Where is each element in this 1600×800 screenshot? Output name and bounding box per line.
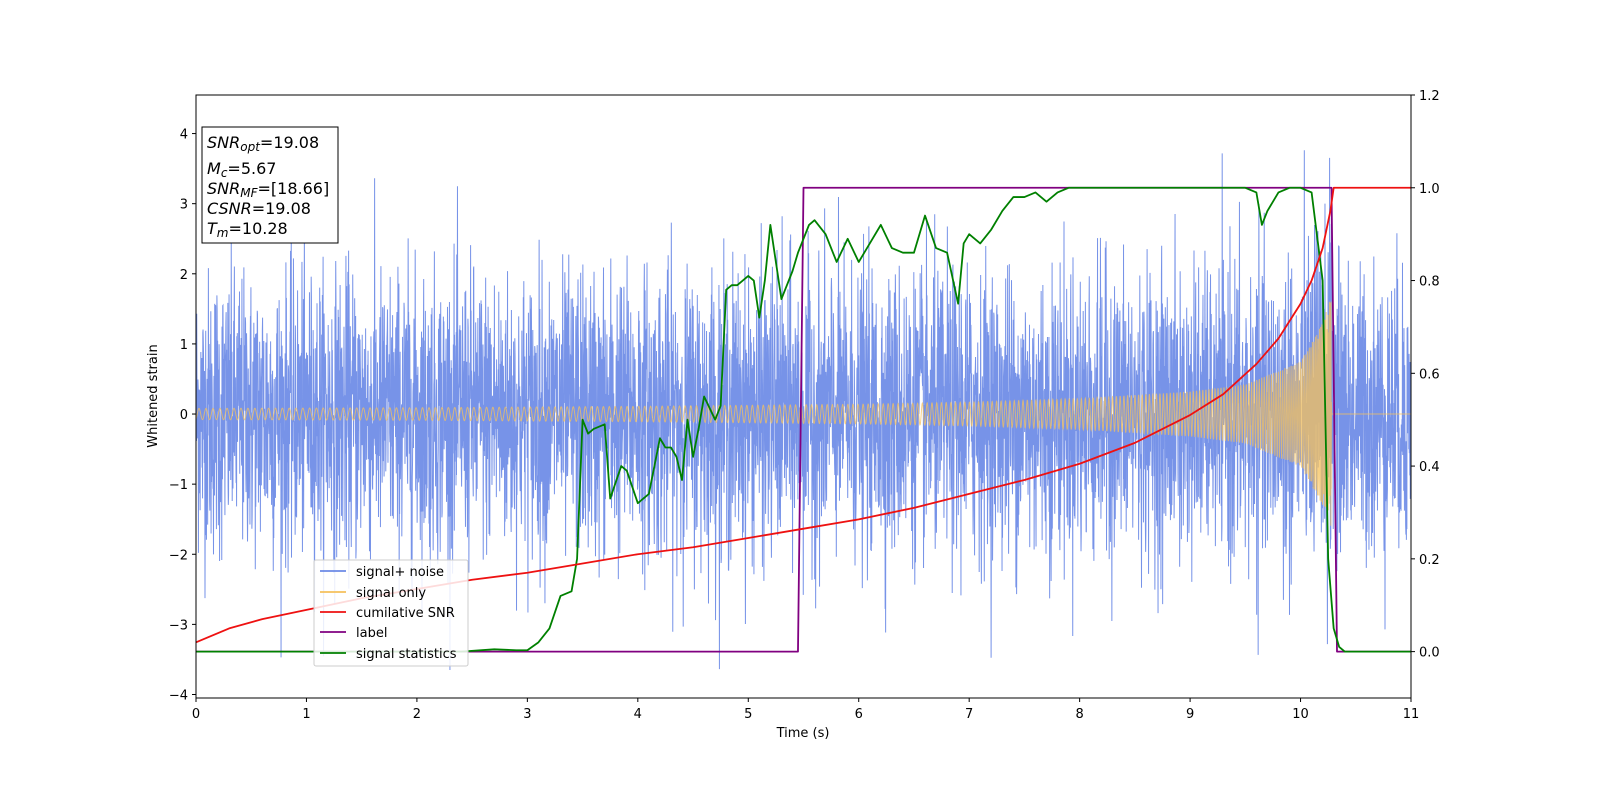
y-axis-label: Whitened strain (146, 344, 161, 447)
legend-frame (313, 559, 469, 667)
x-tick-label: 5 (744, 707, 752, 722)
axes-frame (195, 94, 1412, 699)
x-tick-label: 7 (965, 707, 973, 722)
y-right-tick-label: 0.0 (1419, 646, 1440, 661)
y-left-tick-label: 0 (180, 408, 188, 423)
x-axis-label: Time (s) (776, 726, 830, 741)
x-tick-label: 1 (302, 707, 310, 722)
info-mc: Mc=5.67 (207, 159, 276, 180)
signal-only-line (196, 301, 1411, 526)
y-left-tick-label: −3 (169, 618, 188, 633)
y-left-tick-label: 4 (180, 128, 188, 143)
x-tick-label: 6 (855, 707, 863, 722)
y-left-tick-label: −4 (169, 688, 188, 703)
y-right-tick-label: 0.6 (1419, 367, 1440, 382)
x-tick-label: 8 (1075, 707, 1083, 722)
legend-label-signal-noise: signal+ noise (356, 565, 444, 580)
info-snr-opt: SNRopt=19.08 (207, 133, 319, 154)
info-box-frame (201, 126, 339, 244)
info-snr-mf: SNRMF=[18.66] (207, 179, 329, 200)
x-tick-label: 11 (1403, 707, 1420, 722)
legend-label-cumulative-snr: cumilative SNR (356, 606, 455, 621)
y-right-tick-label: 0.2 (1419, 553, 1440, 568)
x-tick-label: 2 (413, 707, 421, 722)
y-axis-right-ticks: 0.0 0.2 0.4 0.6 0.8 1.0 1.2 (1411, 89, 1440, 661)
y-right-tick-label: 0.4 (1419, 460, 1440, 475)
y-left-tick-label: −1 (169, 478, 188, 493)
signal-plus-noise-line (196, 150, 1411, 670)
y-axis-left-ticks: −4 −3 −2 −1 0 1 2 3 4 (169, 128, 196, 703)
legend-label-signal-statistics: signal statistics (356, 647, 457, 662)
plot-area (196, 150, 1411, 670)
signal-only-series (196, 301, 1411, 526)
y-left-tick-label: −2 (169, 548, 188, 563)
y-right-tick-label: 1.0 (1419, 182, 1440, 197)
x-tick-label: 9 (1186, 707, 1194, 722)
y-right-tick-label: 1.2 (1419, 89, 1440, 104)
x-tick-label: 10 (1292, 707, 1309, 722)
x-tick-label: 0 (192, 707, 200, 722)
x-tick-label: 3 (523, 707, 531, 722)
legend-label-signal-only: signal only (356, 586, 426, 601)
y-right-tick-label: 0.8 (1419, 275, 1440, 290)
signal-plus-noise-series (196, 150, 1411, 670)
legend: signal+ noise signal only cumilative SNR… (313, 559, 469, 667)
signal-statistics-line (196, 186, 1411, 653)
y-left-tick-label: 1 (180, 338, 188, 353)
x-tick-label: 4 (634, 707, 642, 722)
x-axis-ticks: 0 1 2 3 4 5 6 7 8 9 10 11 (192, 698, 1419, 722)
y-left-tick-label: 2 (180, 268, 188, 283)
info-tm: Tm=10.28 (207, 219, 288, 240)
y-left-tick-label: 3 (180, 198, 188, 213)
info-csnr: CSNR=19.08 (207, 199, 311, 218)
info-box: SNRopt=19.08 Mc=5.67 SNRMF=[18.66] CSNR=… (201, 126, 339, 244)
legend-label-label: label (356, 626, 387, 641)
